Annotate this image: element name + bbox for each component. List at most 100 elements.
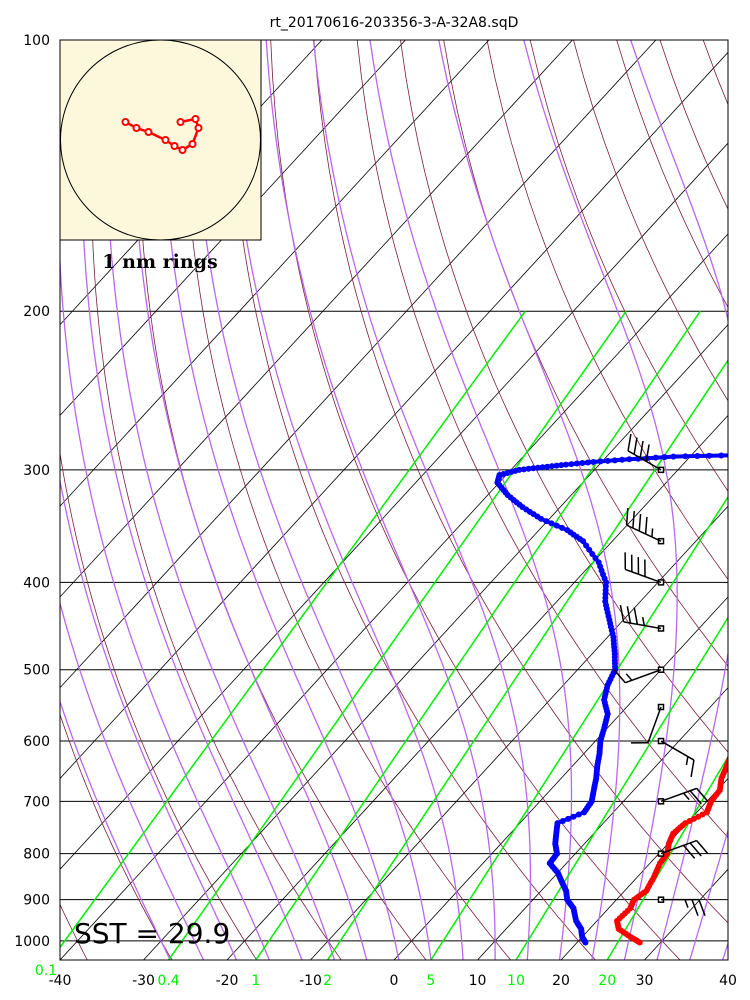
moist-adiabat-line [523,40,678,960]
mixing-ratio-label: 20 [598,973,616,989]
dewpoint-point [744,452,750,458]
mixing-ratio-line [515,616,728,960]
pressure-tick-label: 300 [23,463,50,479]
hodograph-point [178,146,187,154]
isotherm-line [60,142,728,870]
moist-adiabat-line [105,40,336,960]
hodograph-label: 1 nm rings [102,251,217,273]
dewpoint-point [595,559,602,566]
moist-adiabat-line [60,40,270,960]
dry-adiabat-line [356,40,728,839]
moist-adiabat-line [630,40,728,960]
dewpoint-point [592,555,599,562]
dewpoint-point [619,456,626,463]
dewpoint-point [694,453,701,460]
dewpoint-point [590,458,597,465]
mixing-ratio-line [167,310,627,960]
pressure-tick-label: 900 [23,893,50,909]
dewpoint-point [564,527,571,534]
wind-barb [657,737,695,778]
dry-adiabat-line [60,450,258,960]
mixing-ratio-line [326,358,728,960]
dewpoint-point [573,460,580,467]
dewpoint-point [525,465,532,472]
dewpoint-point [661,454,668,461]
pressure-tick-labels: 100 200 300 400 500 600 700 800 900 1000 [14,33,50,950]
temperature-tick-label: -40 [49,973,72,989]
dewpoint-point [559,817,566,824]
dewpoint-point [520,466,527,473]
dewpoint-point [568,461,575,468]
dry-adiabat-line [313,40,728,924]
dewpoint-point [706,452,713,459]
sst-annotation: SST = 29.9 [74,917,230,950]
moist-adiabat-line [689,828,728,960]
moist-adiabat-line [438,40,621,960]
dewpoint-point [583,542,590,549]
isotherm-line [60,233,728,960]
pressure-tick-label: 100 [23,33,50,49]
dewpoint-point [534,464,541,471]
temperature-point [731,748,737,754]
isotherm-line [60,40,490,507]
moist-adiabat-line [225,40,464,960]
dewpoint-point [652,454,659,461]
pressure-tick-label: 200 [23,304,50,320]
mixing-ratio-line [60,310,526,949]
mixing-ratio-label: 10 [507,973,525,989]
dewpoint-point [558,462,565,469]
dry-adiabat-line [400,40,728,753]
dry-adiabat-line [60,713,173,960]
isotherm-line [727,959,728,960]
wind-barb [630,703,665,744]
dewpoint-point [570,813,577,820]
pressure-tick-label: 700 [23,794,50,810]
dewpoint-point [730,452,736,458]
dewpoint-point [718,452,725,459]
isotherm-line [644,868,728,960]
dry-adiabat-line [443,40,728,667]
wind-barb [619,604,665,632]
temperature-point [725,758,728,765]
temperature-tick-label: -10 [299,973,322,989]
temperature-point [744,730,750,736]
hodograph-point [194,124,203,132]
hodograph-point [121,118,130,126]
mixing-ratio-label: 2 [323,973,332,989]
wind-barb [627,433,665,474]
wind-barb [657,896,706,916]
temperature-tick-label: 20 [552,973,570,989]
temperature-point [743,735,749,741]
isotherm-line [60,40,573,598]
temperature-tick-label: 30 [636,973,654,989]
pressure-tick-label: 600 [23,734,50,750]
dewpoint-point [565,815,572,822]
mixing-ratio-line [430,495,728,960]
hodograph-background [59,39,262,241]
sounding-profiles [494,452,750,946]
mixing-ratio-label: 1 [251,973,260,989]
hodograph-point [191,115,200,123]
dry-adiabat-line [227,40,596,960]
isotherm-line [60,40,657,689]
dewpoint-point [682,453,689,460]
temperature-point [746,725,750,731]
wind-barbs [613,433,709,916]
hodograph-point [144,128,153,136]
dewpoint-point [553,522,560,529]
moist-adiabat-line [312,40,532,960]
dewpoint-point [516,466,523,473]
hodograph-line [124,117,200,152]
isotherm-line [60,40,406,417]
mixing-ratio-label: 0.1 [35,963,57,979]
wind-barb [657,787,709,805]
dry-adiabat-line [138,40,427,960]
temperature-tick-labels: -40 -30 -20 -10 0 10 20 30 40 [49,973,737,989]
pressure-tick-label: 500 [23,663,50,679]
mixing-ratio-label: 0.4 [157,973,179,989]
dewpoint-point [548,520,555,527]
dewpoint-point [539,464,546,471]
moist-adiabat-line [190,40,432,960]
dry-adiabat-line [270,40,681,960]
